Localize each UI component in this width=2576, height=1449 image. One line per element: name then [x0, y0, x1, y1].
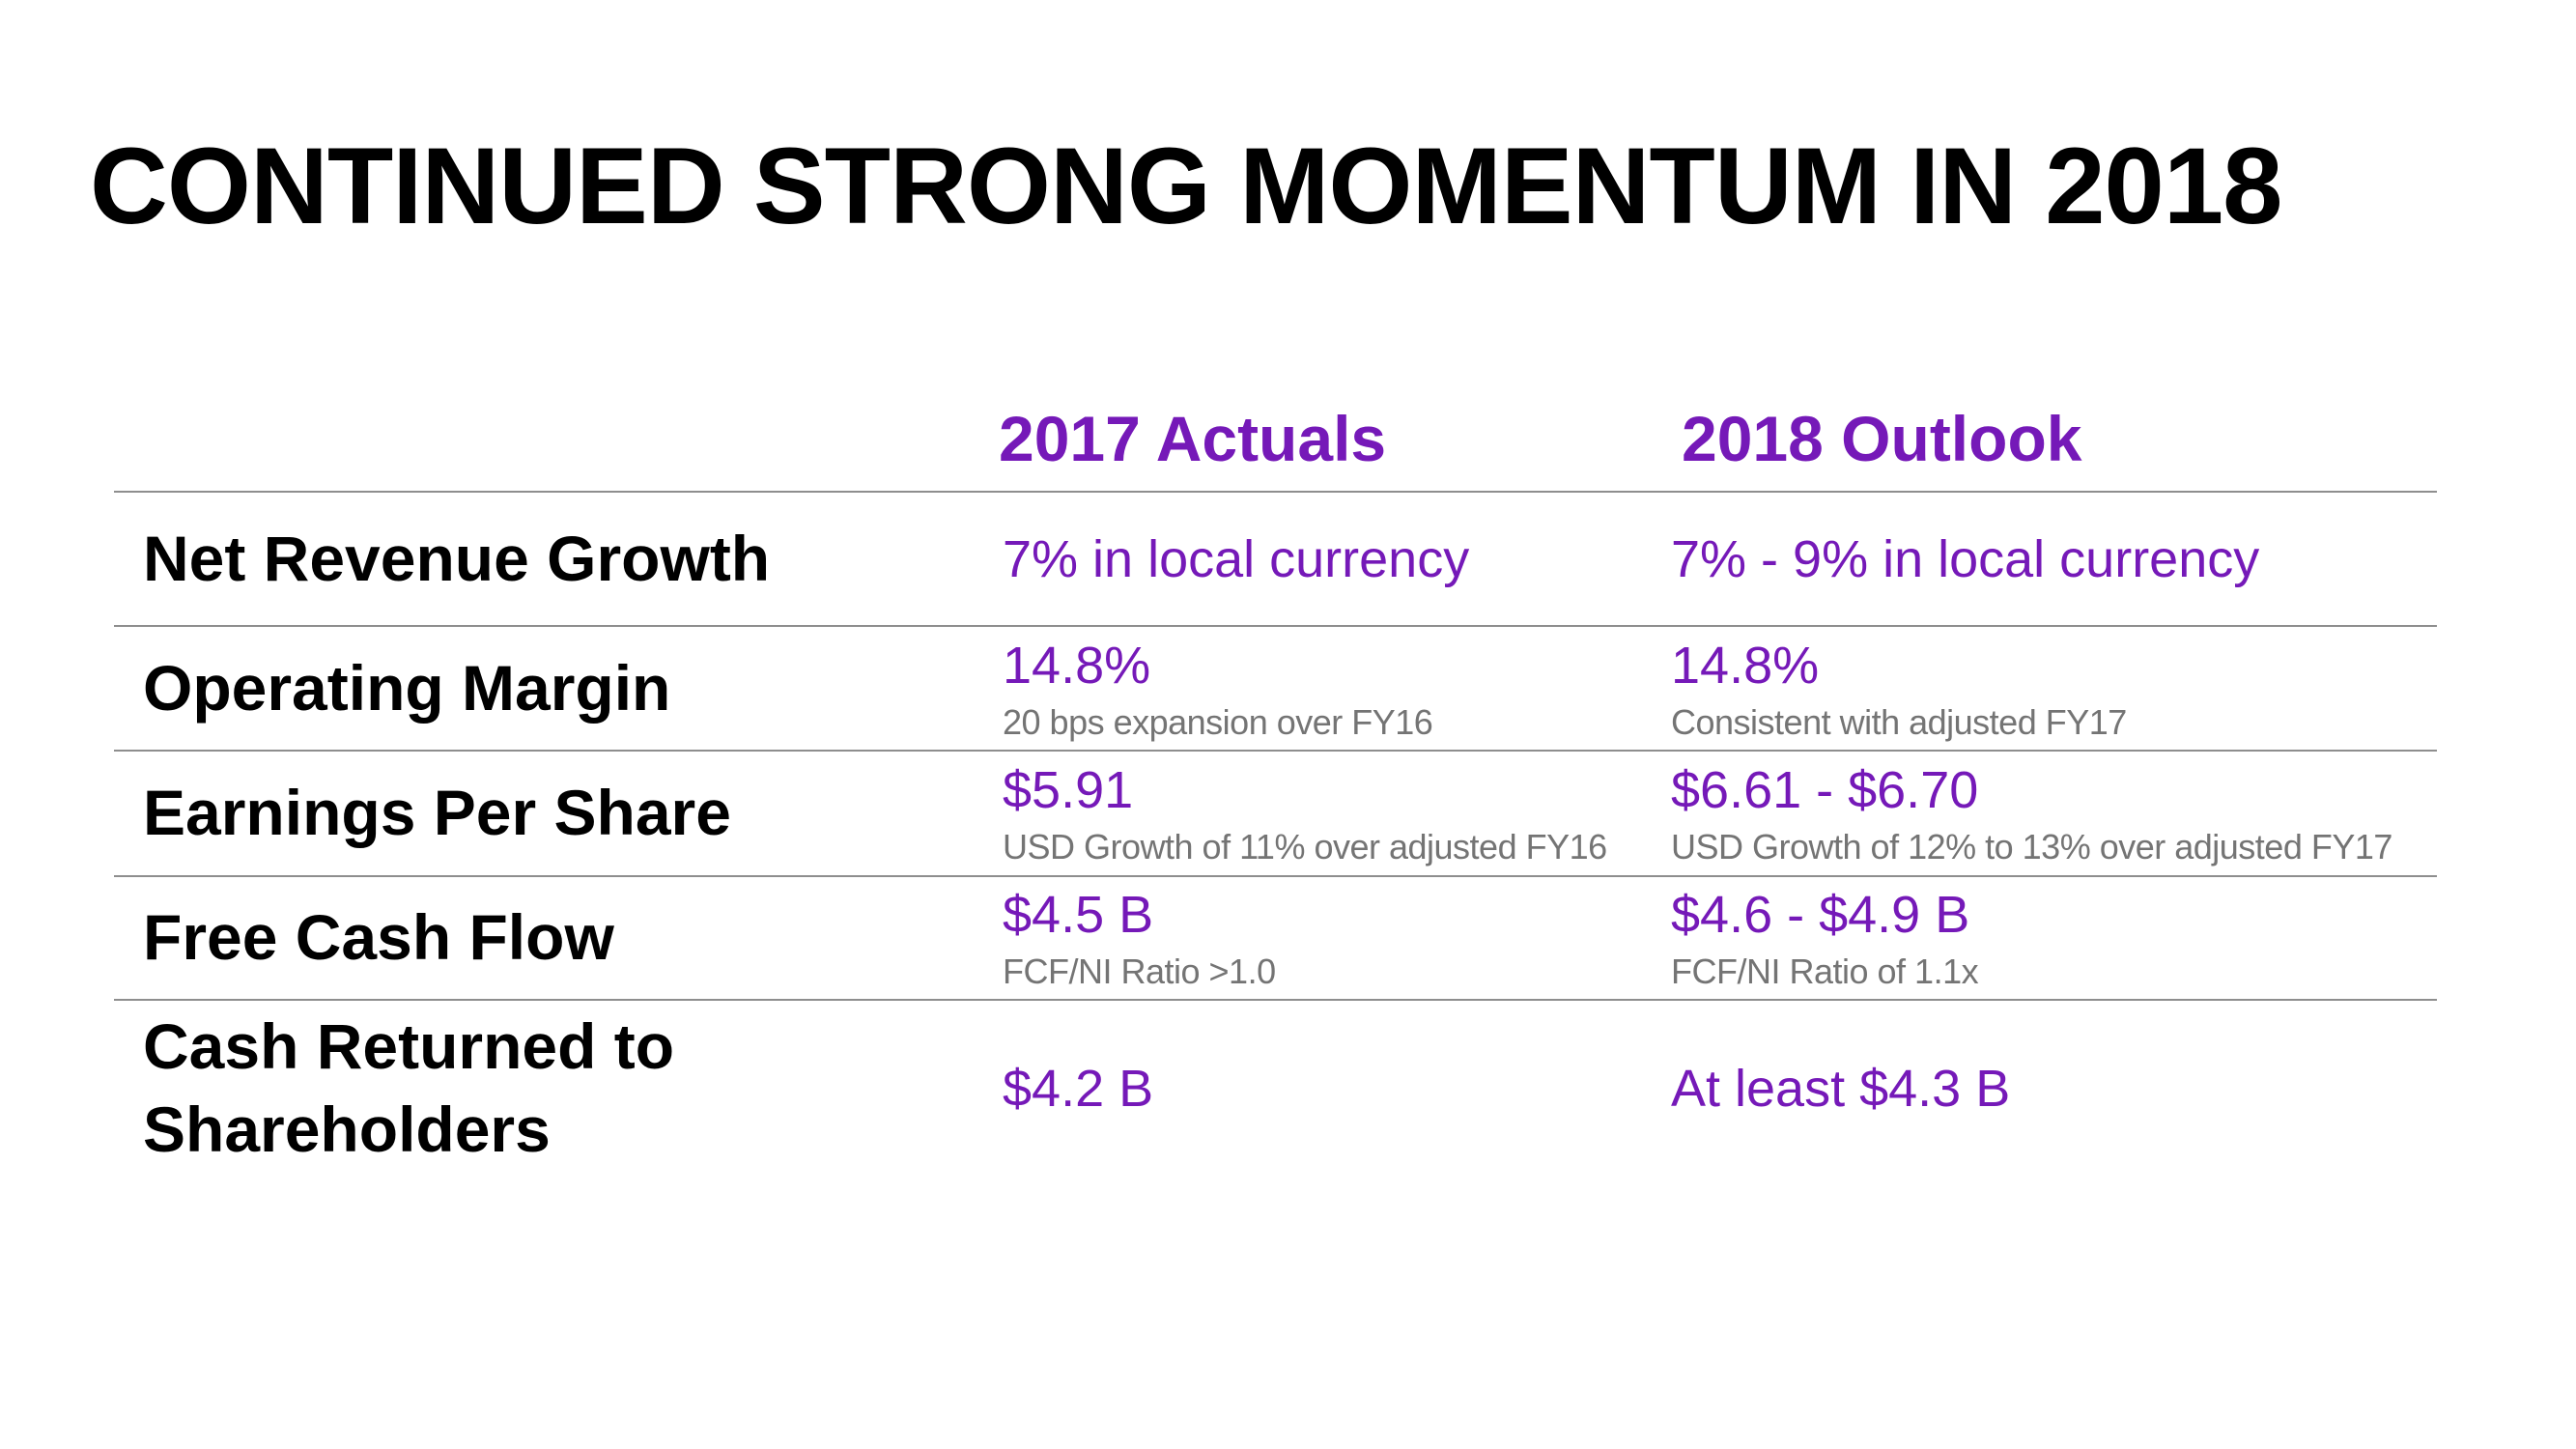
row-label: Net Revenue Growth [143, 522, 771, 594]
note-2018: USD Growth of 12% to 13% over adjusted F… [1671, 827, 2392, 867]
note-2018: Consistent with adjusted FY17 [1671, 701, 2127, 742]
note-2018: FCF/NI Ratio of 1.1x [1671, 952, 1979, 992]
value-2017: 7% in local currency [1003, 529, 1470, 588]
value-2018: At least $4.3 B [1671, 1059, 2011, 1118]
row-label: Cash Returned to Shareholders [143, 1010, 675, 1165]
value-2017: 14.8% [1003, 636, 1151, 695]
value-2017: $4.5 B [1003, 886, 1154, 945]
value-2018: $4.6 - $4.9 B [1671, 886, 1970, 945]
note-2017: FCF/NI Ratio >1.0 [1003, 952, 1276, 992]
value-2017: $5.91 [1003, 761, 1134, 820]
row-divider [114, 999, 2437, 1001]
note-2017: USD Growth of 11% over adjusted FY16 [1003, 827, 1607, 867]
value-2018: $6.61 - $6.70 [1671, 761, 1979, 820]
value-2017: $4.2 B [1003, 1059, 1154, 1118]
row-divider [114, 491, 2437, 493]
row-divider [114, 750, 2437, 752]
column-header-2018-outlook: 2018 Outlook [1682, 403, 2082, 474]
row-label: Operating Margin [143, 651, 671, 724]
table-row-net-revenue-growth: Net Revenue Growth 7% in local currency … [114, 493, 2437, 625]
row-label: Earnings Per Share [143, 777, 731, 849]
table-row-earnings-per-share: Earnings Per Share $5.91 USD Growth of 1… [114, 752, 2437, 875]
page-title: CONTINUED STRONG MOMENTUM IN 2018 [90, 126, 2282, 247]
value-2018: 7% - 9% in local currency [1671, 529, 2260, 588]
row-divider [114, 875, 2437, 877]
note-2017: 20 bps expansion over FY16 [1003, 701, 1433, 742]
table-row-free-cash-flow: Free Cash Flow $4.5 B FCF/NI Ratio >1.0 … [114, 877, 2437, 999]
table-row-cash-returned-to-shareholders: Cash Returned to Shareholders $4.2 B At … [114, 1001, 2437, 1177]
row-label: Free Cash Flow [143, 901, 614, 974]
table-row-operating-margin: Operating Margin 14.8% 20 bps expansion … [114, 627, 2437, 750]
column-header-2017-actuals: 2017 Actuals [999, 403, 1387, 474]
value-2018: 14.8% [1671, 636, 1820, 695]
row-divider [114, 625, 2437, 627]
